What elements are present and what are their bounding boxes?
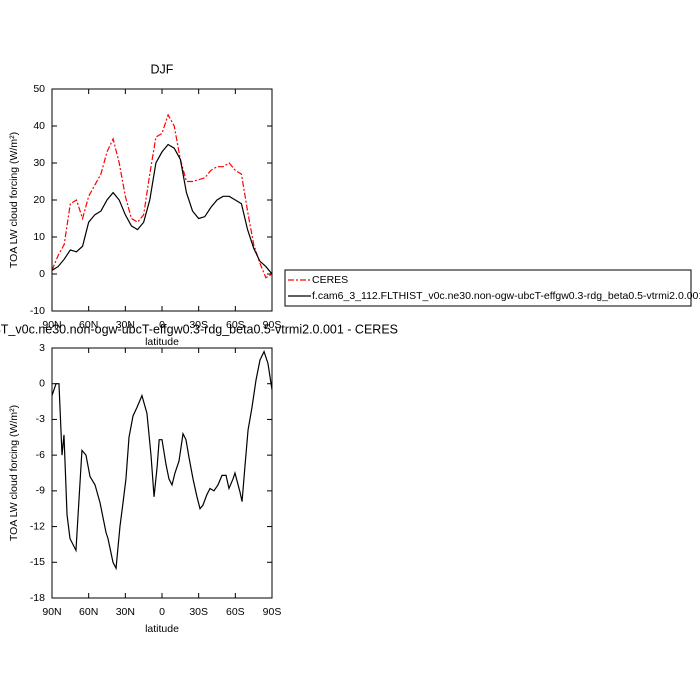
chart-title: DJF: [151, 62, 174, 76]
x-tick-label: 30N: [116, 319, 135, 331]
y-axis-label: TOA LW cloud forcing (W/m²): [8, 132, 20, 268]
legend-label: CERES: [312, 274, 348, 286]
y-tick-label: 3: [39, 342, 45, 354]
x-tick-label: 60N: [79, 319, 98, 331]
x-tick-label: 30S: [189, 606, 208, 618]
x-tick-label: 30N: [116, 606, 135, 618]
y-tick-label: -12: [30, 520, 45, 532]
y-tick-label: 0: [39, 377, 45, 389]
plot-frame: [51, 347, 273, 599]
y-tick-label: 40: [33, 120, 45, 132]
x-axis-label: latitude: [145, 623, 179, 635]
y-tick-label: 20: [33, 194, 45, 206]
x-tick-label: 30S: [189, 319, 208, 331]
y-tick-label: 30: [33, 157, 45, 169]
legend-label: f.cam6_3_112.FLTHIST_v0c.ne30.non-ogw-ub…: [312, 290, 700, 302]
x-tick-label: 0: [159, 606, 165, 618]
data-line: [51, 349, 273, 571]
legend-box: [284, 269, 692, 307]
x-tick-label: 90S: [263, 319, 282, 331]
x-axis-label: latitude: [145, 336, 179, 348]
x-tick-label: 60N: [79, 606, 98, 618]
data-line: [51, 143, 273, 275]
x-tick-label: 90S: [263, 606, 282, 618]
y-tick-label: -3: [36, 413, 45, 425]
data-line: [51, 113, 273, 279]
x-tick-label: 0: [159, 319, 165, 331]
y-tick-label: 50: [33, 83, 45, 95]
plot-frame: [51, 88, 273, 312]
y-tick-label: -6: [36, 449, 45, 461]
x-tick-label: 90N: [42, 319, 61, 331]
x-tick-label: 60S: [226, 606, 245, 618]
y-tick-label: 0: [39, 268, 45, 280]
chart-title: THIST_v0c.ne30.non-ogw-ubcT-effgw0.3-rdg…: [0, 322, 398, 336]
y-tick-label: -18: [30, 592, 45, 604]
y-axis-label: TOA LW cloud forcing (W/m²): [8, 405, 20, 541]
x-tick-label: 60S: [226, 319, 245, 331]
y-tick-label: -10: [30, 305, 45, 317]
y-tick-label: -15: [30, 556, 45, 568]
y-tick-label: 10: [33, 231, 45, 243]
x-tick-label: 90N: [42, 606, 61, 618]
y-tick-label: -9: [36, 485, 45, 497]
